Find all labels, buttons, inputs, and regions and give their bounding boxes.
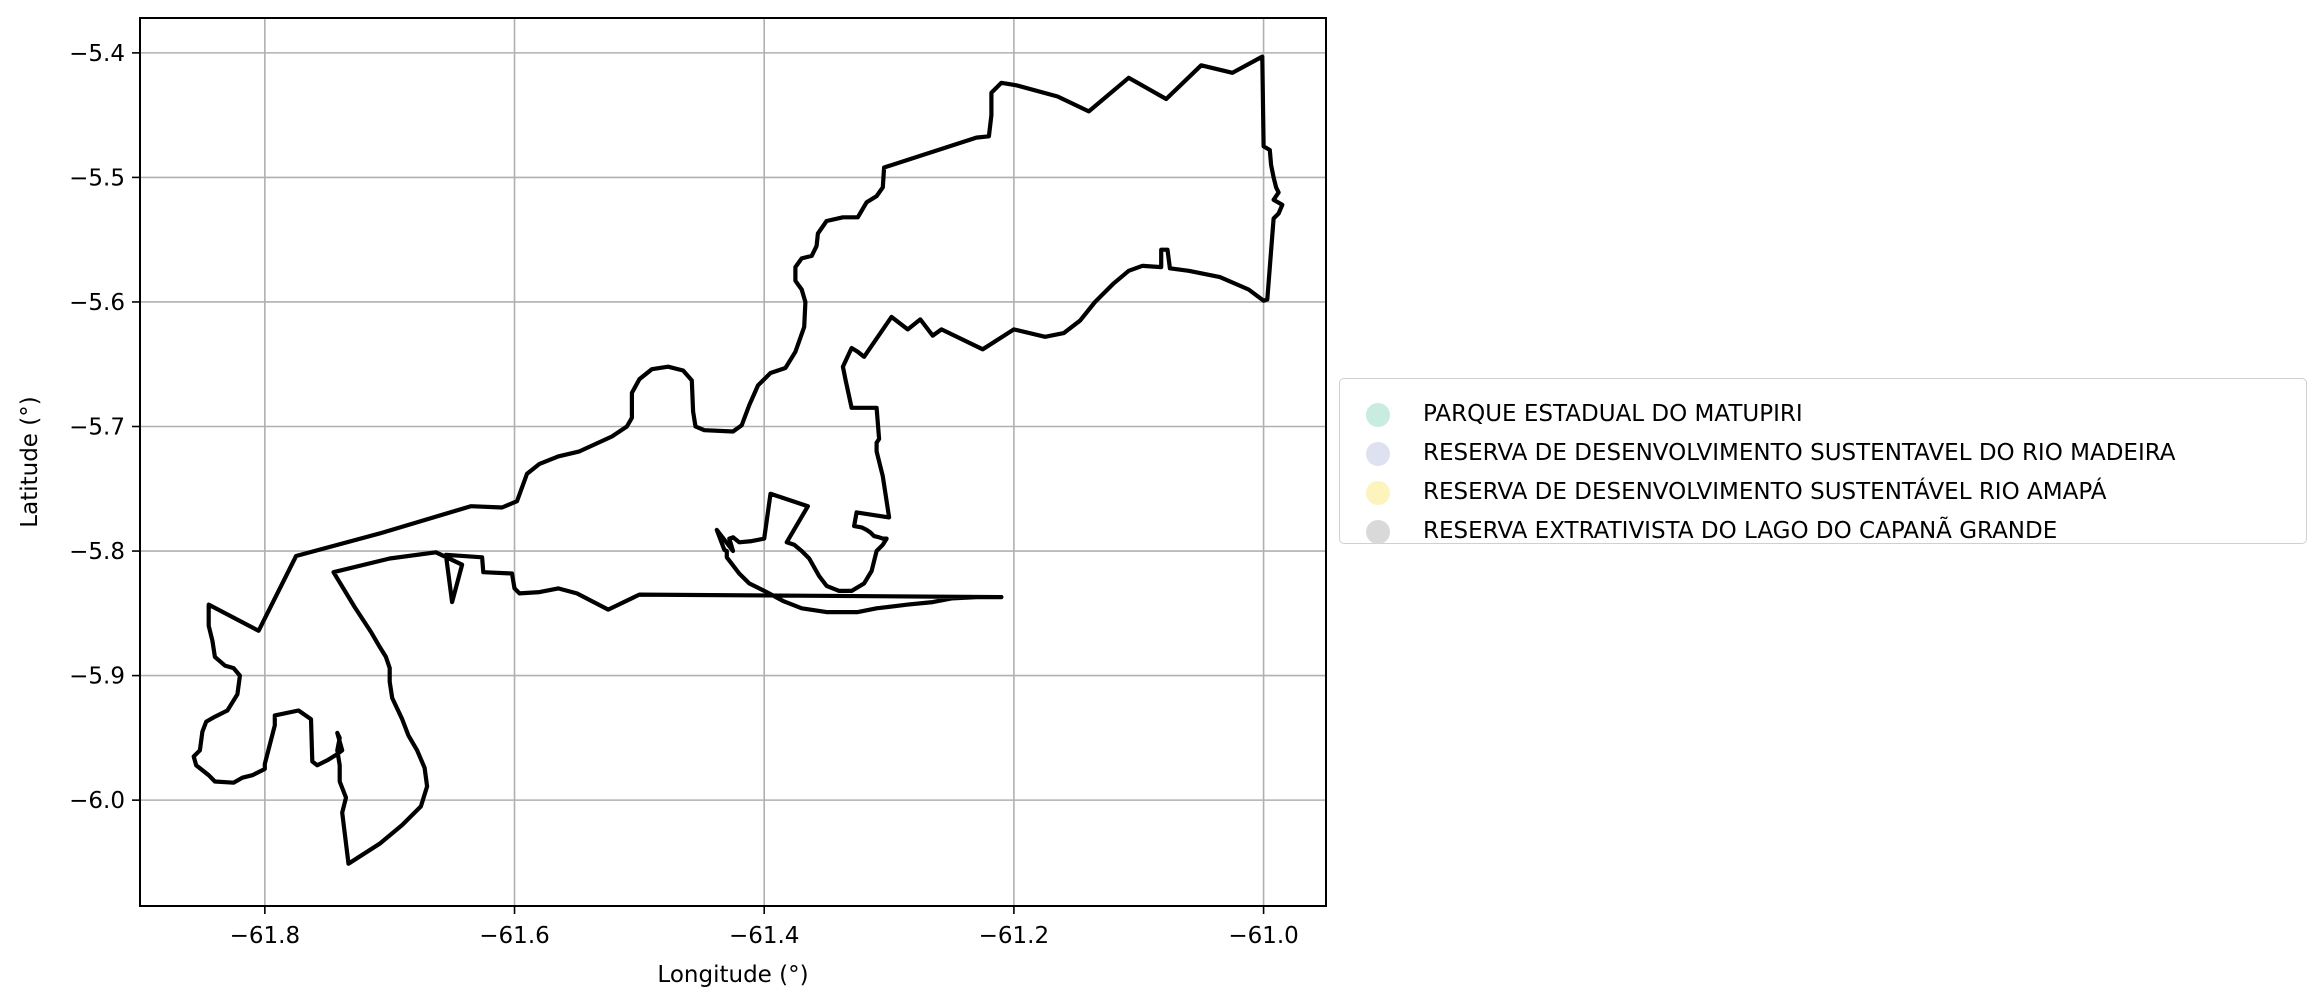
- legend-label: RESERVA EXTRATIVISTA DO LAGO DO CAPANÃ G…: [1423, 518, 2058, 544]
- y-tick-label: −6.0: [69, 788, 125, 814]
- legend-item: PARQUE ESTADUAL DO MATUPIRI: [1340, 396, 2306, 432]
- y-tick-label: −5.5: [69, 165, 125, 191]
- x-tick-label: −61.8: [230, 923, 300, 949]
- x-tick-label: −61.0: [1228, 923, 1298, 949]
- protected-area-boundary: [191, 54, 1285, 866]
- legend-marker-icon: [1366, 442, 1390, 466]
- legend-marker-icon: [1366, 403, 1390, 427]
- axis-ticks: −61.8 −61.6 −61.4 −61.2 −61.0 −5.4 −5.5 −5.6 −5.…: [69, 41, 1299, 949]
- x-axis-label: Longitude (°): [657, 962, 808, 988]
- y-tick-label: −5.4: [69, 41, 125, 67]
- y-tick-label: −5.6: [69, 290, 125, 316]
- legend-item: RESERVA EXTRATIVISTA DO LAGO DO CAPANÃ G…: [1340, 513, 2306, 549]
- x-tick-label: −61.4: [729, 923, 799, 949]
- legend-marker-icon: [1366, 481, 1390, 505]
- legend: PARQUE ESTADUAL DO MATUPIRI RESERVA DE DE…: [1339, 378, 2307, 544]
- legend-item: RESERVA DE DESENVOLVIMENTO SUSTENTÁVEL R…: [1340, 474, 2306, 510]
- y-axis-label: Latitude (°): [17, 396, 43, 527]
- legend-label: RESERVA DE DESENVOLVIMENTO SUSTENTAVEL D…: [1423, 440, 2176, 466]
- y-tick-label: −5.9: [69, 664, 125, 690]
- grid-lines: [140, 18, 1326, 906]
- legend-label: RESERVA DE DESENVOLVIMENTO SUSTENTÁVEL R…: [1423, 479, 2107, 505]
- legend-item: RESERVA DE DESENVOLVIMENTO SUSTENTAVEL D…: [1340, 435, 2306, 471]
- y-tick-label: −5.7: [69, 415, 125, 441]
- y-tick-label: −5.8: [69, 539, 125, 565]
- plot-frame: [139, 17, 1327, 907]
- map-boundary: [191, 54, 1285, 866]
- legend-marker-icon: [1366, 520, 1390, 544]
- x-tick-label: −61.2: [979, 923, 1049, 949]
- legend-label: PARQUE ESTADUAL DO MATUPIRI: [1423, 401, 1803, 427]
- x-tick-label: −61.6: [479, 923, 549, 949]
